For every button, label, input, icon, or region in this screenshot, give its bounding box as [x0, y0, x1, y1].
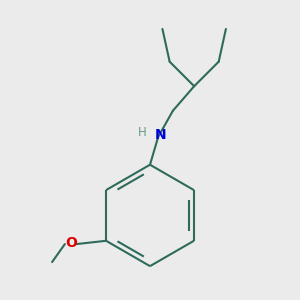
Text: O: O: [65, 236, 77, 250]
Text: H: H: [138, 126, 147, 139]
Text: N: N: [155, 128, 166, 142]
